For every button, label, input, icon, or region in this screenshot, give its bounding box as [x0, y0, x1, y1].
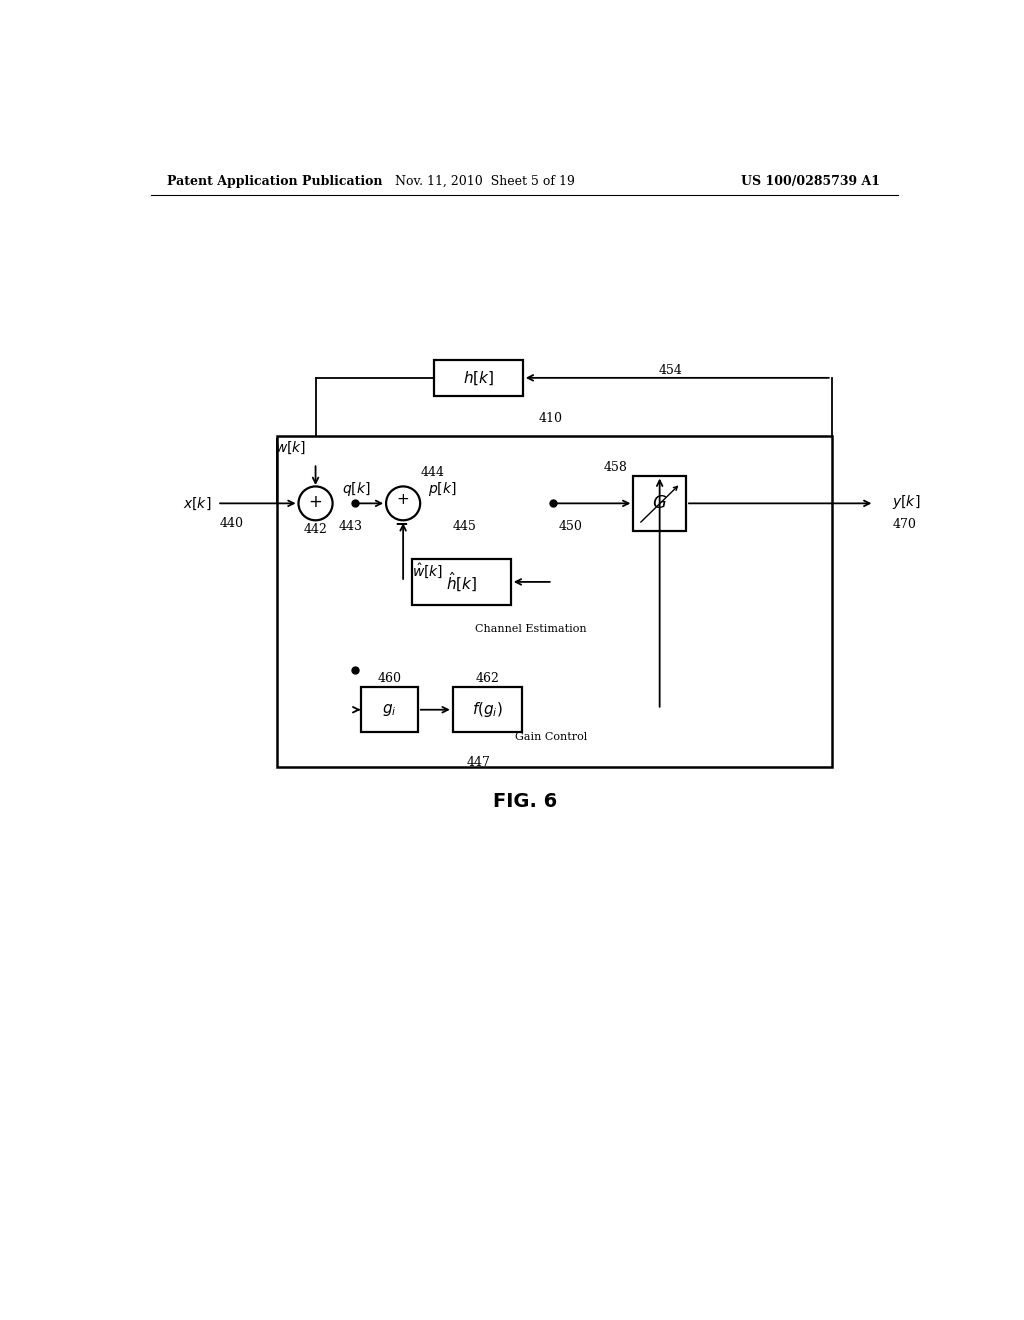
Text: $\hat{h}[k]$: $\hat{h}[k]$ — [445, 570, 477, 594]
Text: $y[k]$: $y[k]$ — [892, 492, 921, 511]
Text: −: − — [394, 515, 409, 532]
Text: US 100/0285739 A1: US 100/0285739 A1 — [740, 176, 880, 187]
Text: +: + — [396, 492, 410, 507]
Text: 462: 462 — [476, 672, 500, 685]
Text: 444: 444 — [420, 466, 444, 479]
Text: $G$: $G$ — [652, 495, 668, 512]
Text: 440: 440 — [219, 517, 244, 529]
Text: $x[k]$: $x[k]$ — [183, 495, 212, 512]
Text: Nov. 11, 2010  Sheet 5 of 19: Nov. 11, 2010 Sheet 5 of 19 — [394, 176, 574, 187]
Text: Patent Application Publication: Patent Application Publication — [167, 176, 382, 187]
Text: $f(g_i)$: $f(g_i)$ — [472, 700, 503, 719]
Text: 410: 410 — [539, 412, 563, 425]
Text: 445: 445 — [453, 520, 476, 533]
FancyBboxPatch shape — [276, 436, 831, 767]
Text: $\hat{w}[k]$: $\hat{w}[k]$ — [413, 562, 443, 581]
Text: 443: 443 — [339, 520, 362, 533]
FancyBboxPatch shape — [453, 688, 522, 733]
Text: Gain Control: Gain Control — [514, 733, 587, 742]
Text: Channel Estimation: Channel Estimation — [475, 624, 587, 635]
Text: 470: 470 — [892, 517, 916, 531]
Text: 460: 460 — [377, 672, 401, 685]
Text: $p[k]$: $p[k]$ — [428, 480, 457, 499]
Text: 454: 454 — [658, 363, 683, 376]
Text: 447: 447 — [467, 756, 490, 770]
Text: 442: 442 — [303, 523, 328, 536]
FancyBboxPatch shape — [434, 360, 523, 396]
Text: +: + — [308, 492, 323, 511]
FancyBboxPatch shape — [339, 660, 595, 751]
FancyBboxPatch shape — [339, 519, 595, 645]
Circle shape — [386, 487, 420, 520]
Text: $g_i$: $g_i$ — [382, 702, 396, 718]
FancyBboxPatch shape — [633, 475, 686, 531]
Text: $q[k]$: $q[k]$ — [342, 480, 371, 499]
FancyBboxPatch shape — [412, 558, 511, 605]
Text: $w[k]$: $w[k]$ — [275, 440, 306, 457]
Text: $h[k]$: $h[k]$ — [463, 370, 494, 387]
Circle shape — [299, 487, 333, 520]
Text: 450: 450 — [559, 520, 583, 533]
Text: FIG. 6: FIG. 6 — [493, 792, 557, 810]
Text: 458: 458 — [604, 462, 628, 474]
FancyBboxPatch shape — [360, 688, 418, 733]
